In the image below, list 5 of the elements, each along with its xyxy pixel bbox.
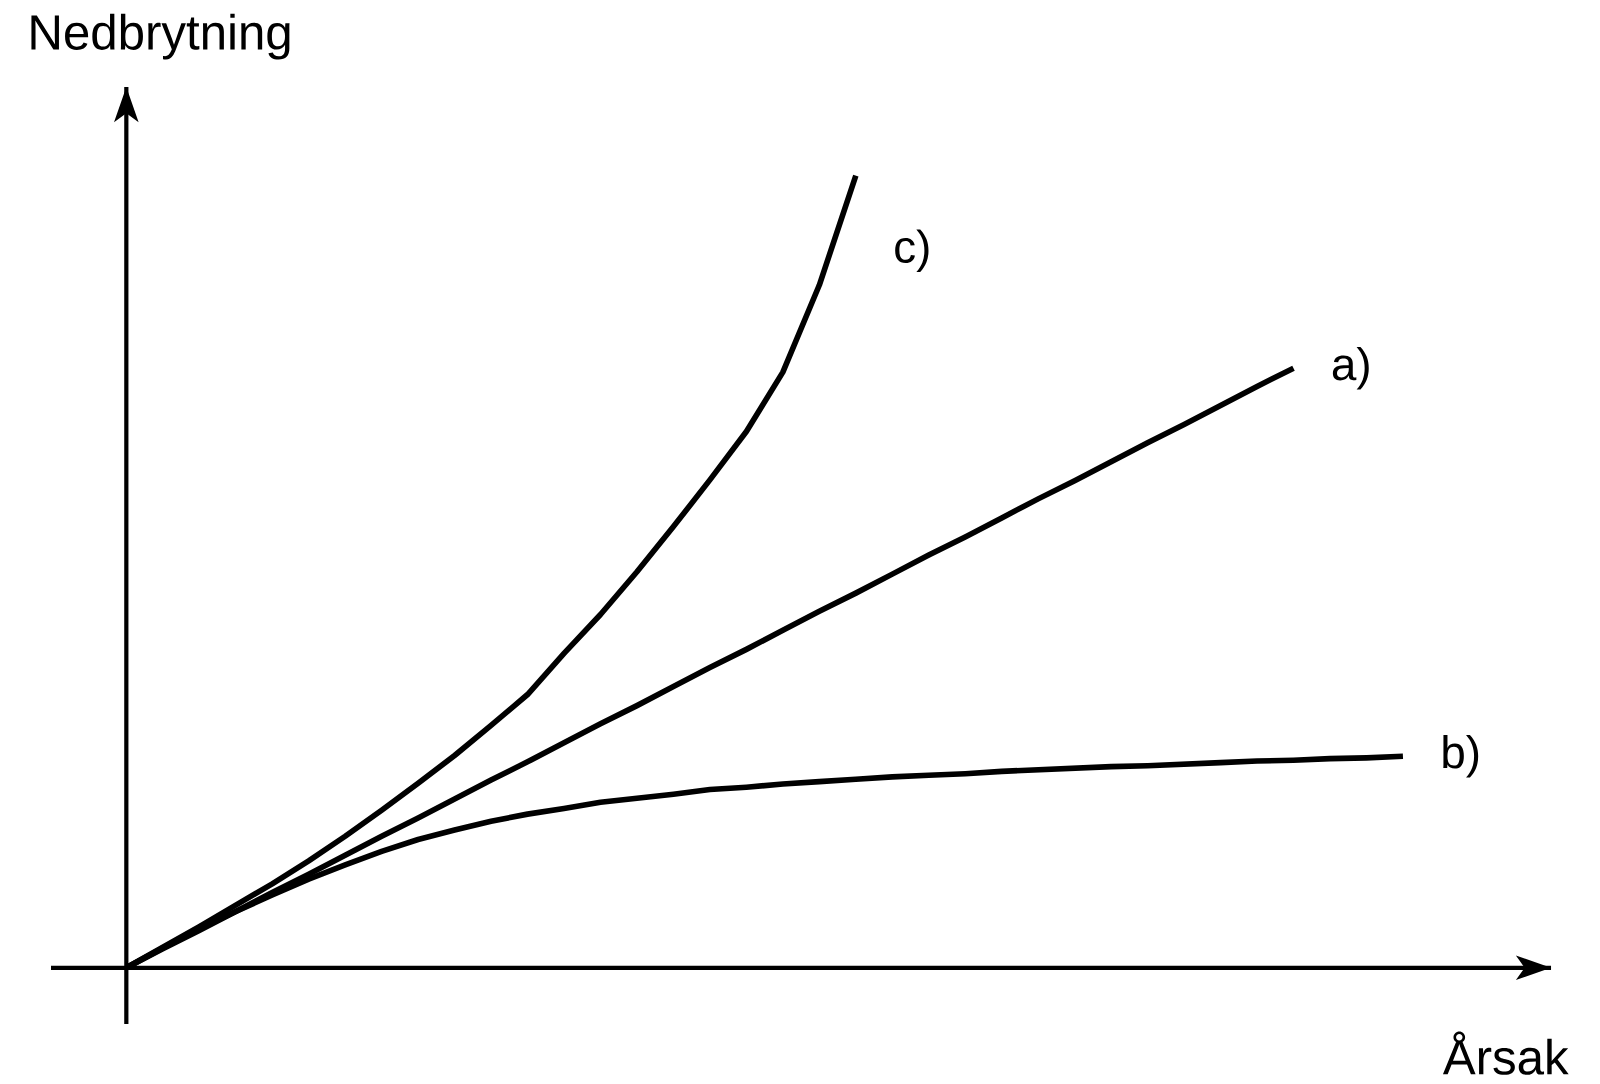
series-label: c) [895, 229, 929, 273]
series-label: b) [1443, 735, 1479, 778]
series-label: a) [1332, 346, 1369, 390]
y-axis-title: Nedbrytning [31, 13, 290, 60]
x-axis-title: Årsak [1442, 1031, 1569, 1075]
